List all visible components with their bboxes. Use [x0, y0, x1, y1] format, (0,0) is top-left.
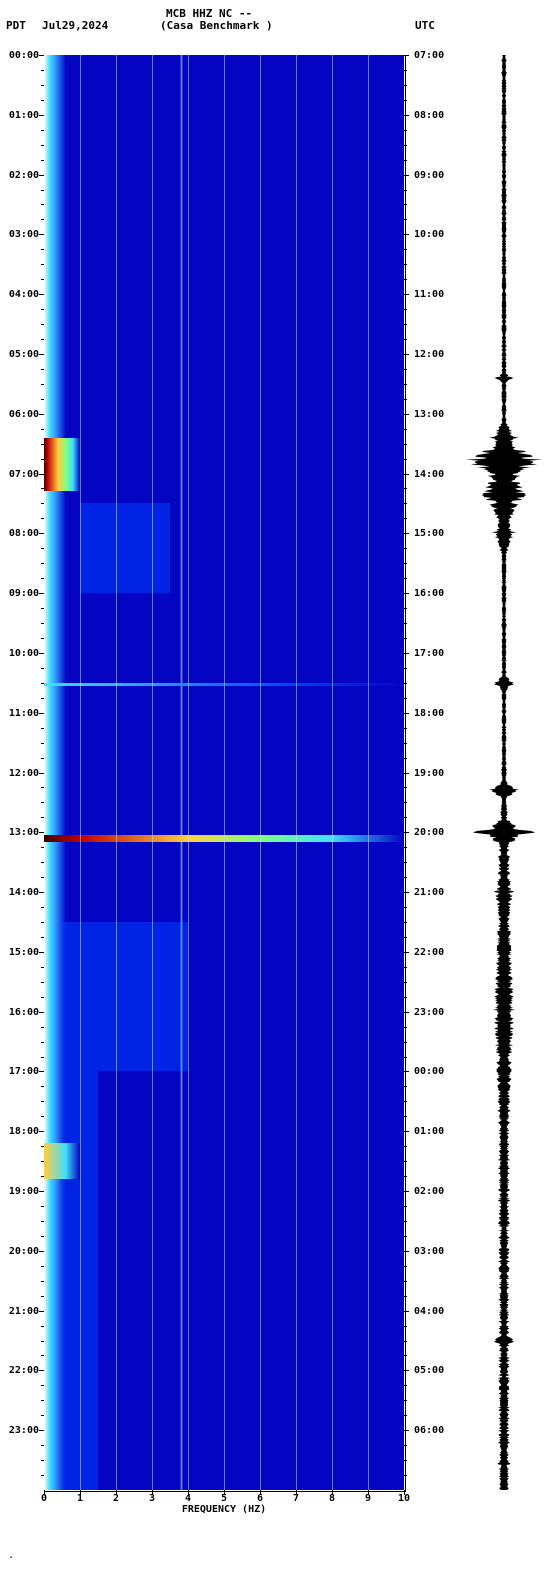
pdt-tick: 19:00 [4, 1186, 39, 1197]
utc-tick: 08:00 [414, 110, 449, 121]
pdt-tick: 17:00 [4, 1066, 39, 1077]
utc-tick: 01:00 [414, 1126, 449, 1137]
utc-tick: 02:00 [414, 1186, 449, 1197]
utc-tick: 10:00 [414, 229, 449, 240]
utc-tick: 18:00 [414, 708, 449, 719]
spectrogram [44, 55, 404, 1490]
x-axis-label: FREQUENCY (HZ) [182, 1504, 266, 1515]
utc-tick: 05:00 [414, 1365, 449, 1376]
utc-tick: 00:00 [414, 1066, 449, 1077]
station-label-2: (Casa Benchmark ) [160, 19, 273, 32]
pdt-tick: 14:00 [4, 887, 39, 898]
pdt-tick: 23:00 [4, 1425, 39, 1436]
utc-tick: 14:00 [414, 469, 449, 480]
pdt-tick: 16:00 [4, 1007, 39, 1018]
pdt-tick: 01:00 [4, 110, 39, 121]
tz-right-label: UTC [415, 19, 435, 32]
pdt-tick: 06:00 [4, 409, 39, 420]
pdt-tick: 22:00 [4, 1365, 39, 1376]
pdt-tick: 03:00 [4, 229, 39, 240]
pdt-tick: 21:00 [4, 1306, 39, 1317]
pdt-tick: 09:00 [4, 588, 39, 599]
pdt-tick: 10:00 [4, 648, 39, 659]
utc-tick: 19:00 [414, 768, 449, 779]
utc-tick: 21:00 [414, 887, 449, 898]
tz-left-label: PDT [6, 19, 26, 32]
utc-tick: 17:00 [414, 648, 449, 659]
pdt-tick: 05:00 [4, 349, 39, 360]
pdt-tick: 12:00 [4, 768, 39, 779]
utc-tick: 23:00 [414, 1007, 449, 1018]
pdt-tick: 18:00 [4, 1126, 39, 1137]
pdt-tick: 02:00 [4, 170, 39, 181]
utc-tick: 16:00 [414, 588, 449, 599]
utc-tick: 15:00 [414, 528, 449, 539]
utc-tick: 06:00 [414, 1425, 449, 1436]
utc-tick: 13:00 [414, 409, 449, 420]
utc-tick: 04:00 [414, 1306, 449, 1317]
utc-tick: 11:00 [414, 289, 449, 300]
chart-header: PDT Jul29,2024 MCB HHZ NC -- (Casa Bench… [0, 5, 552, 45]
pdt-tick: 07:00 [4, 469, 39, 480]
utc-tick: 07:00 [414, 50, 449, 61]
utc-tick: 20:00 [414, 827, 449, 838]
utc-tick: 22:00 [414, 947, 449, 958]
pdt-tick: 13:00 [4, 827, 39, 838]
pdt-tick: 11:00 [4, 708, 39, 719]
utc-tick: 03:00 [414, 1246, 449, 1257]
pdt-tick: 08:00 [4, 528, 39, 539]
pdt-tick: 15:00 [4, 947, 39, 958]
pdt-tick: 20:00 [4, 1246, 39, 1257]
waveform [460, 55, 548, 1490]
date-label: Jul29,2024 [42, 19, 108, 32]
utc-tick: 12:00 [414, 349, 449, 360]
footer-mark: . [8, 1550, 14, 1561]
pdt-tick: 00:00 [4, 50, 39, 61]
pdt-tick: 04:00 [4, 289, 39, 300]
utc-tick: 09:00 [414, 170, 449, 181]
